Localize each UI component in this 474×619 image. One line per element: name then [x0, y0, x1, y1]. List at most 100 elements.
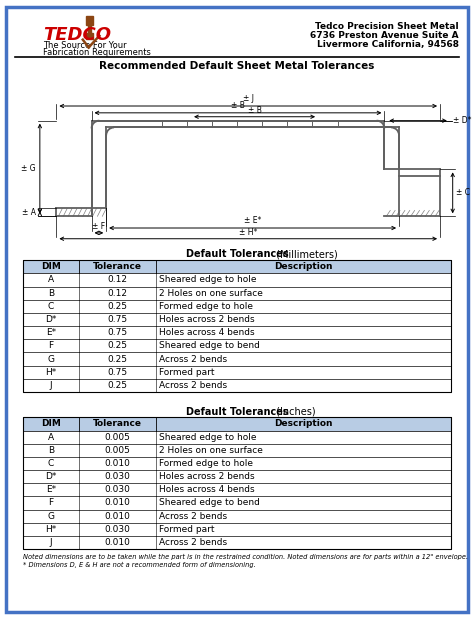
Bar	[23, 483, 451, 496]
Text: A: A	[48, 275, 54, 285]
Text: Tedco Precision Sheet Metal: Tedco Precision Sheet Metal	[315, 22, 458, 31]
Text: ± B: ± B	[231, 101, 245, 110]
Text: B: B	[48, 288, 54, 298]
Bar	[86, 33, 92, 38]
Bar	[88, 24, 91, 34]
Text: Holes across 2 bends: Holes across 2 bends	[159, 472, 255, 481]
Text: 0.25: 0.25	[107, 381, 128, 390]
Text: Formed part: Formed part	[159, 525, 214, 534]
Bar	[23, 274, 451, 287]
Text: 0.25: 0.25	[107, 341, 128, 350]
Text: E*: E*	[46, 328, 56, 337]
Text: G: G	[47, 355, 55, 363]
Text: Default Tolerances: Default Tolerances	[186, 407, 288, 417]
Text: H*: H*	[46, 525, 57, 534]
Text: 0.75: 0.75	[107, 315, 128, 324]
Text: 0.010: 0.010	[104, 459, 130, 468]
Text: ± E*: ± E*	[244, 216, 261, 225]
Text: 0.030: 0.030	[104, 525, 130, 534]
Text: Recommended Default Sheet Metal Tolerances: Recommended Default Sheet Metal Toleranc…	[100, 61, 374, 71]
Bar	[23, 366, 451, 379]
Text: H*: H*	[46, 368, 57, 377]
Text: C: C	[48, 459, 54, 468]
Text: Across 2 bends: Across 2 bends	[159, 381, 227, 390]
Bar	[23, 431, 451, 444]
Text: 0.75: 0.75	[107, 368, 128, 377]
Text: Across 2 bends: Across 2 bends	[159, 538, 227, 547]
Text: 0.010: 0.010	[104, 498, 130, 508]
Bar	[23, 379, 451, 392]
Bar	[23, 444, 451, 457]
Text: F: F	[48, 498, 54, 508]
Bar	[23, 496, 451, 509]
Text: Livermore California, 94568: Livermore California, 94568	[317, 40, 458, 49]
Text: Holes across 4 bends: Holes across 4 bends	[159, 485, 255, 495]
Text: F: F	[48, 341, 54, 350]
Text: Description: Description	[274, 262, 332, 271]
Text: Holes across 2 bends: Holes across 2 bends	[159, 315, 255, 324]
Text: ± F: ± F	[92, 222, 105, 231]
Text: 0.005: 0.005	[104, 446, 130, 455]
Text: 0.12: 0.12	[107, 288, 128, 298]
Text: A: A	[48, 433, 54, 441]
Text: 0.25: 0.25	[107, 302, 128, 311]
Text: Sheared edge to bend: Sheared edge to bend	[159, 341, 260, 350]
Text: Tolerance: Tolerance	[93, 262, 142, 271]
Text: 2 Holes on one surface: 2 Holes on one surface	[159, 446, 263, 455]
Bar	[23, 287, 451, 300]
Text: DIM: DIM	[41, 262, 61, 271]
Text: 6736 Preston Avenue Suite A: 6736 Preston Avenue Suite A	[310, 31, 458, 40]
Text: C: C	[48, 302, 54, 311]
Text: Sheared edge to hole: Sheared edge to hole	[159, 433, 256, 441]
Text: 0.030: 0.030	[104, 485, 130, 495]
Text: ± D*: ± D*	[453, 116, 471, 125]
Text: The Source For Your: The Source For Your	[43, 41, 127, 50]
Text: 0.25: 0.25	[107, 355, 128, 363]
Text: Formed edge to hole: Formed edge to hole	[159, 459, 253, 468]
Bar	[23, 260, 451, 274]
Text: ± H*: ± H*	[239, 228, 257, 237]
Text: * Dimensions D, E & H are not a recommended form of dimensioning.: * Dimensions D, E & H are not a recommen…	[23, 562, 256, 568]
Text: J: J	[50, 381, 52, 390]
Text: Across 2 bends: Across 2 bends	[159, 512, 227, 521]
Bar	[23, 300, 451, 313]
Text: J: J	[50, 538, 52, 547]
Bar	[23, 457, 451, 470]
Bar	[23, 260, 451, 392]
Text: Formed part: Formed part	[159, 368, 214, 377]
Text: DIM: DIM	[41, 420, 61, 428]
Text: (Millimeters): (Millimeters)	[273, 249, 338, 259]
Text: Holes across 4 bends: Holes across 4 bends	[159, 328, 255, 337]
Text: 0.005: 0.005	[104, 433, 130, 441]
Text: ± B: ± B	[247, 106, 262, 115]
Text: B: B	[48, 446, 54, 455]
Bar	[23, 470, 451, 483]
Text: Fabrication Requirements: Fabrication Requirements	[43, 48, 151, 58]
Text: (Inches): (Inches)	[273, 407, 316, 417]
Bar	[23, 536, 451, 549]
Bar	[23, 339, 451, 352]
Text: Tolerance: Tolerance	[93, 420, 142, 428]
Text: 0.010: 0.010	[104, 512, 130, 521]
Text: Across 2 bends: Across 2 bends	[159, 355, 227, 363]
Text: E*: E*	[46, 485, 56, 495]
Text: 0.12: 0.12	[107, 275, 128, 285]
Text: TEDCO: TEDCO	[43, 26, 111, 44]
Text: 0.030: 0.030	[104, 472, 130, 481]
Text: G: G	[47, 512, 55, 521]
Text: ± G: ± G	[21, 164, 36, 173]
Text: ± J: ± J	[243, 94, 254, 103]
Text: 2 Holes on one surface: 2 Holes on one surface	[159, 288, 263, 298]
Bar	[23, 417, 451, 431]
Text: Sheared edge to bend: Sheared edge to bend	[159, 498, 260, 508]
Text: Noted dimensions are to be taken while the part is in the restrained condition. : Noted dimensions are to be taken while t…	[23, 554, 468, 560]
Text: Sheared edge to hole: Sheared edge to hole	[159, 275, 256, 285]
Text: 0.75: 0.75	[107, 328, 128, 337]
Bar	[23, 352, 451, 366]
Text: Formed edge to hole: Formed edge to hole	[159, 302, 253, 311]
Bar	[86, 16, 92, 25]
Bar	[23, 523, 451, 536]
Text: Default Tolerances: Default Tolerances	[186, 249, 288, 259]
Text: D*: D*	[46, 315, 57, 324]
Bar	[23, 313, 451, 326]
